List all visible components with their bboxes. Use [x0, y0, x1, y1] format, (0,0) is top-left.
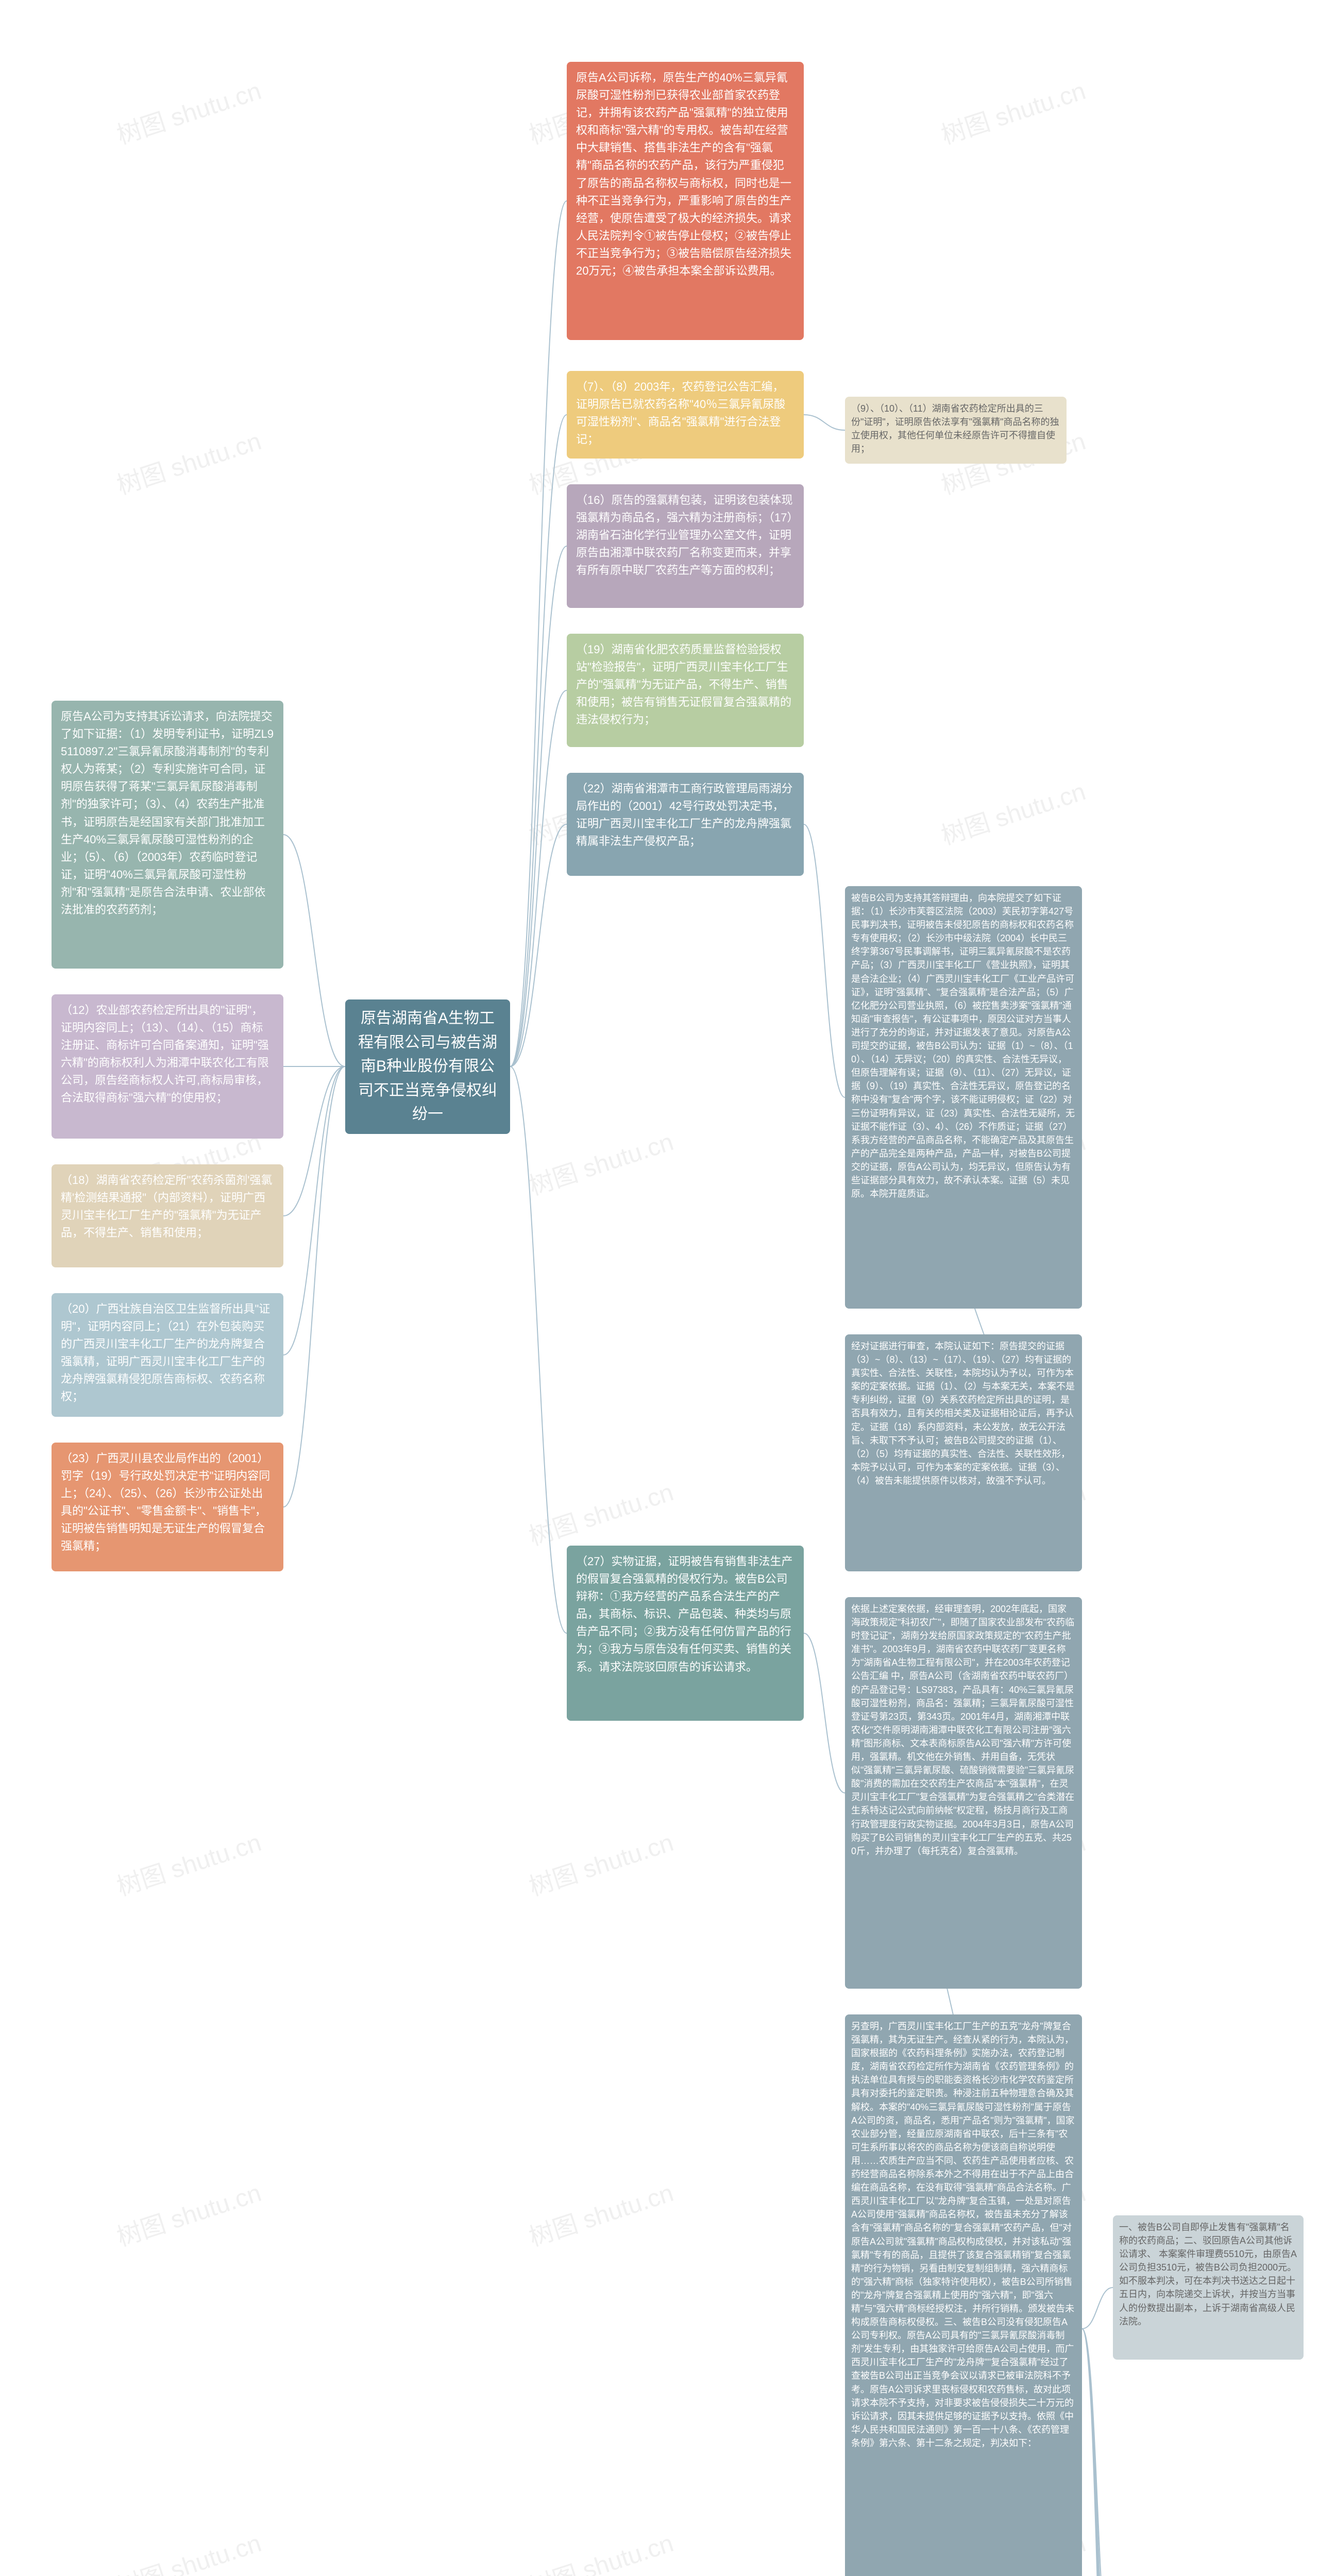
mindmap-node[interactable]: （22）湖南省湘潭市工商行政管理局雨湖分局作出的（2001）42号行政处罚决定书…: [567, 773, 804, 876]
watermark: 树图 shutu.cn: [523, 2523, 677, 2576]
mindmap-node[interactable]: （23）广西灵川县农业局作出的（2001）罚字（19）号行政处罚决定书"证明内容…: [52, 1443, 283, 1571]
mindmap-node[interactable]: 依据上述定案依据，经审理查明，2002年底起，国家海政策规定"科初农广"，即随了…: [845, 1597, 1082, 1989]
connector: [804, 1633, 845, 1793]
watermark: 树图 shutu.cn: [936, 771, 1089, 852]
connector: [1082, 2329, 1113, 2576]
mindmap-node[interactable]: 一、被告B公司自即停止发售有"强氯精"名称的农药商品；二、驳回原告A公司其他诉讼…: [1113, 2215, 1304, 2360]
connector: [804, 415, 845, 430]
connector: [804, 824, 845, 1097]
mindmap-node[interactable]: （27）实物证据，证明被告有销售非法生产的假冒复合强氯精的侵权行为。被告B公司辩…: [567, 1546, 804, 1721]
watermark: 树图 shutu.cn: [936, 71, 1089, 151]
mindmap-node[interactable]: 被告B公司为支持其答辩理由，向本院提交了如下证据：（1）长沙市芙蓉区法院（200…: [845, 886, 1082, 1309]
watermark: 树图 shutu.cn: [111, 2523, 265, 2576]
connector: [283, 1066, 345, 1507]
mindmap-node[interactable]: （19）湖南省化肥农药质量监督检验授权站"检验报告"，证明广西灵川宝丰化工厂生产…: [567, 634, 804, 747]
mindmap-node[interactable]: 经对证据进行审查，本院认证如下：原告提交的证据（3）~（8）、（13）~（17）…: [845, 1334, 1082, 1571]
mindmap-node[interactable]: （18）湖南省农药检定所"农药杀菌剂'强氯精'检测结果通报"（内部资料），证明广…: [52, 1164, 283, 1267]
connector: [1082, 2329, 1113, 2576]
mindmap-node[interactable]: （7）、（8）2003年，农药登记公告汇编，证明原告已就农药名称"40％三氯异氰…: [567, 371, 804, 459]
watermark: 树图 shutu.cn: [523, 1822, 677, 1903]
watermark: 树图 shutu.cn: [111, 71, 265, 151]
watermark: 树图 shutu.cn: [111, 1822, 265, 1903]
connector: [1082, 2329, 1113, 2576]
connector: [1082, 2287, 1113, 2329]
connector: [1082, 2329, 1113, 2576]
watermark: 树图 shutu.cn: [523, 1122, 677, 1202]
mindmap-node[interactable]: 原告A公司诉称，原告生产的40%三氯异氰尿酸可湿性粉剂已获得农业部首家农药登记，…: [567, 62, 804, 340]
connector: [510, 546, 567, 1066]
mindmap-node[interactable]: 原告A公司为支持其诉讼请求，向法院提交了如下证据：（1）发明专利证书，证明ZL9…: [52, 701, 283, 969]
connector: [510, 201, 567, 1066]
mindmap-node[interactable]: （9）、（10）、（11）湖南省农药检定所出具的三份"证明"，证明原告依法享有"…: [845, 397, 1067, 464]
connector: [510, 1066, 567, 1633]
connector: [510, 415, 567, 1066]
connector: [510, 690, 567, 1066]
watermark: 树图 shutu.cn: [523, 2173, 677, 2253]
watermark: 树图 shutu.cn: [111, 421, 265, 501]
watermark: 树图 shutu.cn: [111, 2173, 265, 2253]
connector: [510, 824, 567, 1066]
connector: [1082, 2329, 1113, 2576]
watermark: 树图 shutu.cn: [523, 1472, 677, 1552]
connector: [283, 1066, 345, 1355]
mindmap-node[interactable]: （12）农业部农药检定所出具的"证明"，证明内容同上；（13）、（14）、（15…: [52, 994, 283, 1139]
mindmap-node[interactable]: （16）原告的强氯精包装，证明该包装体现强氯精为商品名，强六精为注册商标；（17…: [567, 484, 804, 608]
root-node[interactable]: 原告湖南省A生物工程有限公司与被告湖南B种业股份有限公司不正当竞争侵权纠纷一: [345, 999, 510, 1134]
connector: [283, 1066, 345, 1216]
connector: [283, 835, 345, 1066]
mindmap-node[interactable]: （20）广西壮族自治区卫生监督所出具"证明"，证明内容同上；（21）在外包装购买…: [52, 1293, 283, 1417]
mindmap-node[interactable]: 另查明，广西灵川宝丰化工厂生产的五克"龙舟"牌复合强氯精，其为无证生产。经查从紧…: [845, 2014, 1082, 2576]
